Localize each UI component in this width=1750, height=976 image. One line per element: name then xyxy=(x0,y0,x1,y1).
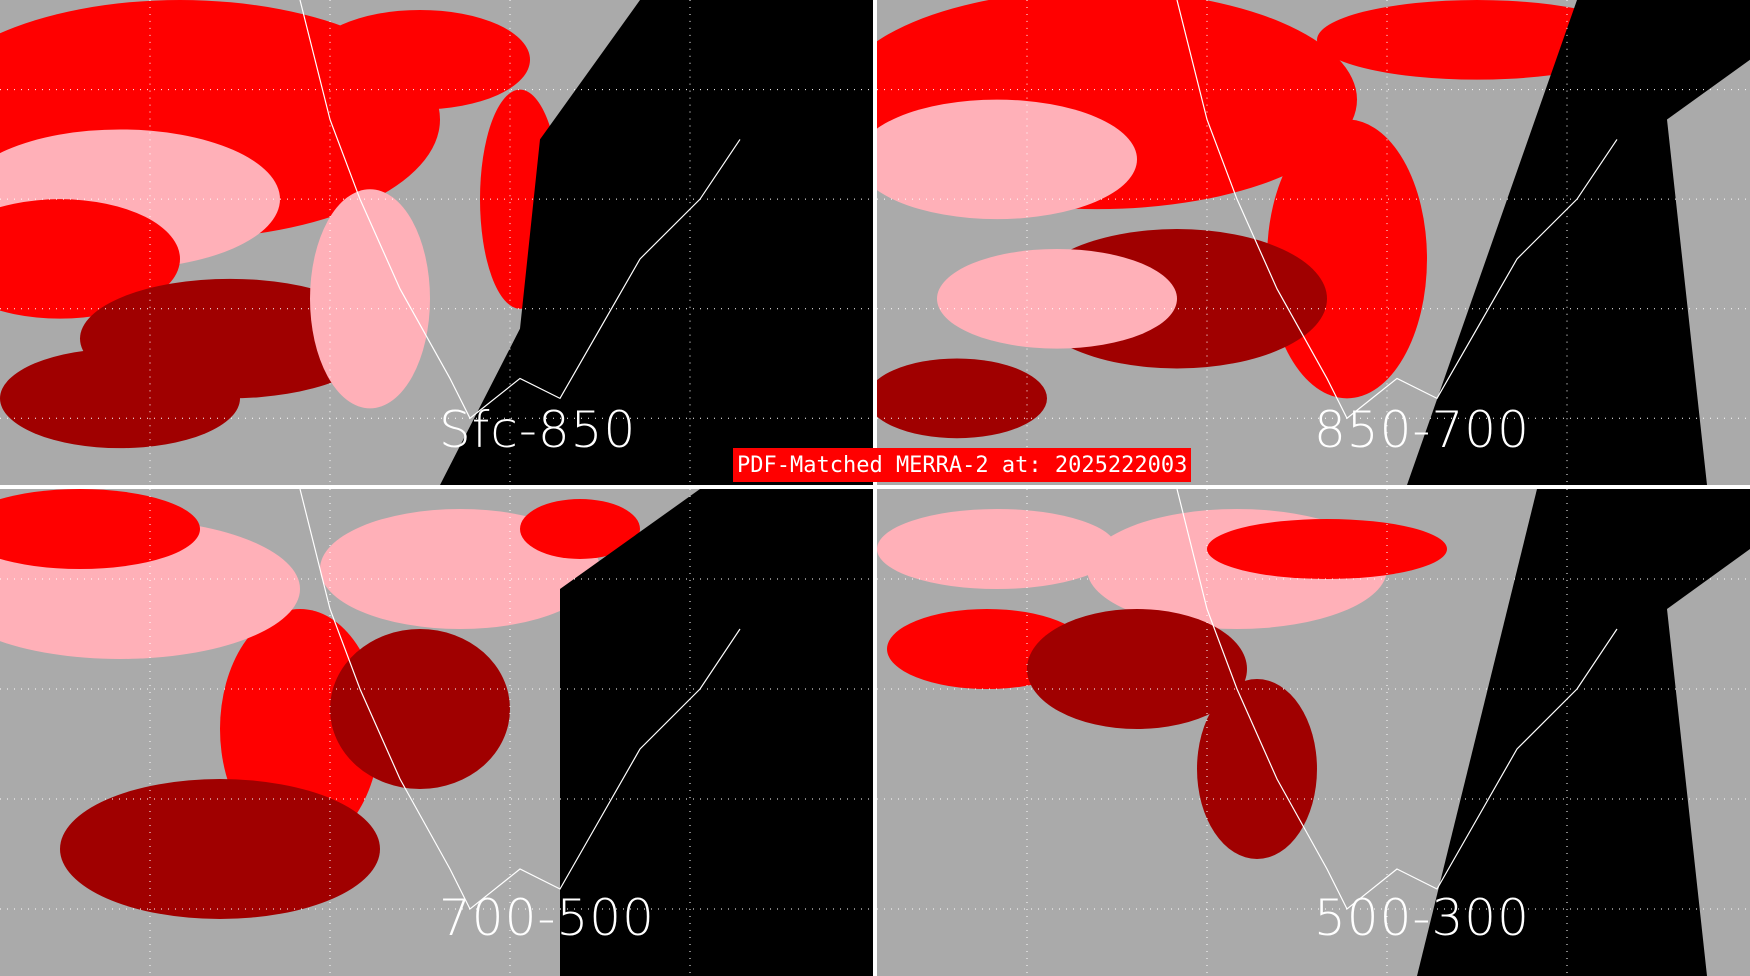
field-region xyxy=(877,99,1137,220)
coastline xyxy=(1176,489,1618,910)
panel-label-500-300: 500-300 xyxy=(1314,889,1530,947)
map-field xyxy=(0,0,873,485)
map-panel-sfc-850 xyxy=(0,0,873,485)
field-region xyxy=(310,9,530,110)
field-region xyxy=(0,489,200,569)
map-panel-500-300 xyxy=(877,489,1750,976)
field-region xyxy=(520,499,640,559)
figure-title: PDF-Matched MERRA-2 at: 2025222003 xyxy=(733,448,1192,482)
horizontal-divider xyxy=(0,485,1750,489)
coastline xyxy=(1176,0,1618,420)
field-region xyxy=(1207,519,1447,579)
map-field xyxy=(877,0,1750,485)
no-data-region xyxy=(1407,0,1750,485)
field-region xyxy=(1197,679,1317,859)
panel-label-700-500: 700-500 xyxy=(439,889,655,947)
map-panel-850-700 xyxy=(877,0,1750,485)
map-field xyxy=(877,489,1750,976)
field-region xyxy=(877,509,1117,589)
field-region xyxy=(1667,59,1750,485)
map-field xyxy=(0,489,873,976)
field-region xyxy=(330,629,510,789)
field-region xyxy=(310,189,430,409)
field-region xyxy=(60,779,380,919)
map-panel-700-500 xyxy=(0,489,873,976)
field-region xyxy=(0,348,240,449)
no-data-region xyxy=(560,489,873,976)
field-region xyxy=(877,358,1047,439)
field-region xyxy=(1667,549,1750,976)
coastline xyxy=(299,489,741,910)
panel-label-850-700: 850-700 xyxy=(1314,401,1530,459)
coastline xyxy=(299,0,741,420)
field-region xyxy=(937,248,1177,349)
panel-label-sfc-850: Sfc-850 xyxy=(439,401,637,459)
field-region xyxy=(1027,609,1247,729)
field-region xyxy=(0,199,180,319)
no-data-region xyxy=(1417,489,1750,976)
